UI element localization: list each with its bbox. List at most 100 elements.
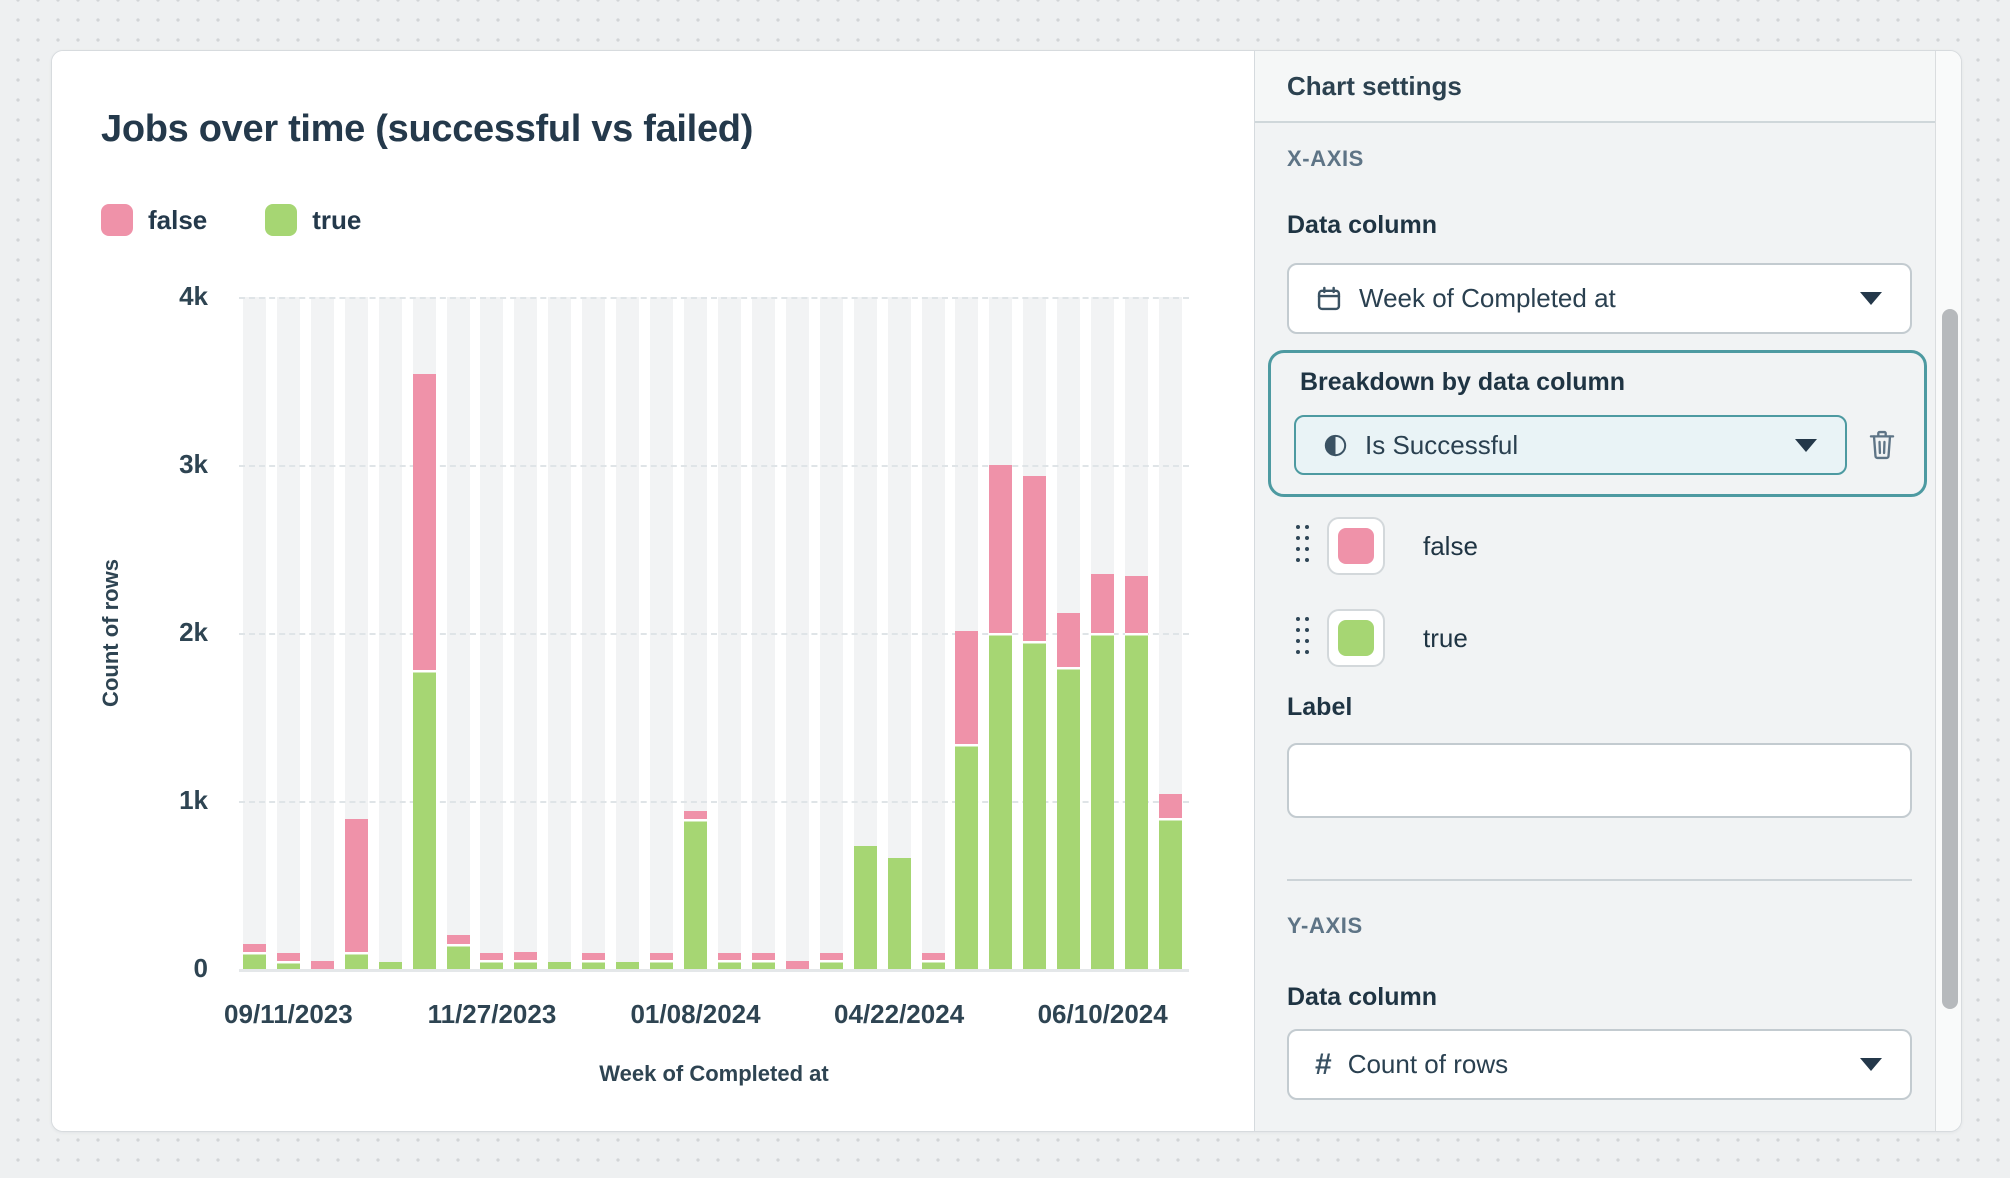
bar-segment-false[interactable] [446, 935, 470, 944]
bar-segment-false[interactable] [1091, 574, 1115, 633]
breakdown-group: Breakdown by data column Is Successful [1268, 350, 1927, 497]
chart-title: Jobs over time (successful vs failed) [101, 108, 754, 150]
bar-segment-true[interactable] [582, 960, 606, 969]
bar-segment-true[interactable] [446, 944, 470, 969]
bar-segment-true[interactable] [1091, 633, 1115, 969]
bar-segment-false[interactable] [650, 953, 674, 960]
panel-scrollbar-thumb[interactable] [1942, 309, 1958, 1009]
bar-segment-true[interactable] [989, 633, 1013, 969]
bar-segment-false[interactable] [1159, 794, 1183, 818]
bar-segment-true[interactable] [853, 846, 877, 969]
bar-segment-true[interactable] [242, 952, 266, 969]
series-label-true: true [1423, 623, 1468, 653]
chevron-down-icon [1860, 1058, 1882, 1071]
bar-segment-false[interactable] [785, 961, 809, 969]
chevron-down-icon [1860, 292, 1882, 305]
legend-item-true[interactable]: true [265, 204, 361, 236]
label-field-label: Label [1287, 693, 1353, 721]
plot-area [239, 297, 1189, 972]
drag-handle-icon[interactable] [1296, 617, 1309, 659]
bar-segment-true[interactable] [819, 960, 843, 969]
series-row-false: false [1255, 517, 1934, 575]
bar-segment-false[interactable] [276, 953, 300, 961]
bar-segment-true[interactable] [548, 962, 572, 969]
y-data-column-label: Data column [1287, 983, 1438, 1011]
y-data-column-dropdown[interactable]: # Count of rows [1287, 1029, 1912, 1100]
bar-segment-false[interactable] [1023, 476, 1047, 641]
bar-segment-false[interactable] [412, 374, 436, 670]
y-data-column-value: Count of rows [1347, 1049, 1509, 1079]
panel-title: Chart settings [1287, 70, 1462, 101]
bar-segment-false[interactable] [717, 953, 741, 960]
bar-segment-true[interactable] [717, 960, 741, 969]
section-divider [1287, 879, 1912, 881]
y-tick-label: 4k [179, 281, 208, 311]
bar-segment-false[interactable] [819, 953, 843, 960]
series-label-false: false [1423, 531, 1478, 561]
bar-segment-true[interactable] [1057, 667, 1081, 969]
bar-segment-true[interactable] [412, 670, 436, 969]
boolean-toggle-icon [1322, 432, 1349, 459]
y-tick-label: 2k [179, 617, 208, 647]
drag-handle-icon[interactable] [1296, 525, 1309, 567]
breakdown-dropdown[interactable]: Is Successful [1294, 415, 1847, 475]
chart-area: Jobs over time (successful vs failed) fa… [52, 51, 1254, 1131]
bar-segment-true[interactable] [276, 961, 300, 969]
bar-segment-true[interactable] [684, 819, 708, 969]
bar-segment-true[interactable] [1023, 641, 1047, 969]
x-axis-title: Week of Completed at [599, 1061, 829, 1086]
breakdown-value: Is Successful [1365, 429, 1519, 460]
bar-segment-true[interactable] [921, 960, 945, 969]
gridline-4000 [239, 297, 1189, 299]
bar-segment-false[interactable] [514, 952, 538, 960]
trash-icon[interactable] [1867, 429, 1897, 461]
bar-segment-true[interactable] [514, 960, 538, 969]
x-data-column-value: Week of Completed at [1359, 283, 1616, 313]
bar-segment-true[interactable] [1159, 818, 1183, 969]
bar-segment-false[interactable] [1057, 613, 1081, 667]
breakdown-label: Breakdown by data column [1300, 368, 1626, 396]
bar-segment-true[interactable] [344, 952, 368, 969]
bar-segment-false[interactable] [480, 953, 504, 960]
series-color-button-true[interactable] [1327, 609, 1385, 667]
gridline-0 [239, 969, 1189, 972]
series-row-true: true [1255, 609, 1934, 667]
bar-segment-false[interactable] [989, 465, 1013, 633]
legend-swatch-false [101, 204, 133, 236]
bar-segment-true[interactable] [616, 962, 640, 969]
series-color-swatch-true [1338, 620, 1374, 656]
bar-segment-false[interactable] [344, 819, 368, 952]
x-data-column-dropdown[interactable]: Week of Completed at [1287, 263, 1912, 334]
bar-segment-false[interactable] [1125, 576, 1149, 633]
bar-segment-false[interactable] [310, 961, 334, 969]
bar-segment-true[interactable] [751, 960, 775, 969]
bar-segment-true[interactable] [480, 960, 504, 969]
series-color-swatch-false [1338, 528, 1374, 564]
bar-segment-false[interactable] [955, 631, 979, 744]
gridline-2000 [239, 633, 1189, 635]
bar-segment-true[interactable] [887, 858, 911, 969]
x-tick-label: 04/22/2024 [834, 999, 965, 1029]
bar-segment-true[interactable] [1125, 633, 1149, 969]
chart-settings-panel: Chart settings X-AXIS Data column Week o… [1254, 51, 1961, 1131]
chart-legend: false true [101, 204, 361, 236]
bar-segment-true[interactable] [378, 962, 402, 969]
bar-segment-false[interactable] [242, 944, 266, 952]
series-color-button-false[interactable] [1327, 517, 1385, 575]
bar-segment-false[interactable] [921, 953, 945, 960]
bar-segment-false[interactable] [582, 953, 606, 960]
panel-scrollbar-track [1935, 51, 1961, 1131]
bar-segment-false[interactable] [751, 953, 775, 960]
calendar-icon [1315, 285, 1343, 313]
label-input[interactable] [1287, 743, 1912, 818]
legend-item-false[interactable]: false [101, 204, 207, 236]
x-axis-section-label: X-AXIS [1287, 146, 1364, 171]
chevron-down-icon [1795, 438, 1817, 452]
gridline-1000 [239, 801, 1189, 803]
bar-segment-true[interactable] [650, 960, 674, 969]
bar-segment-false[interactable] [684, 811, 708, 819]
chart-cell-card: Jobs over time (successful vs failed) fa… [51, 50, 1962, 1132]
gridline-3000 [239, 465, 1189, 467]
bar-segment-true[interactable] [955, 744, 979, 969]
